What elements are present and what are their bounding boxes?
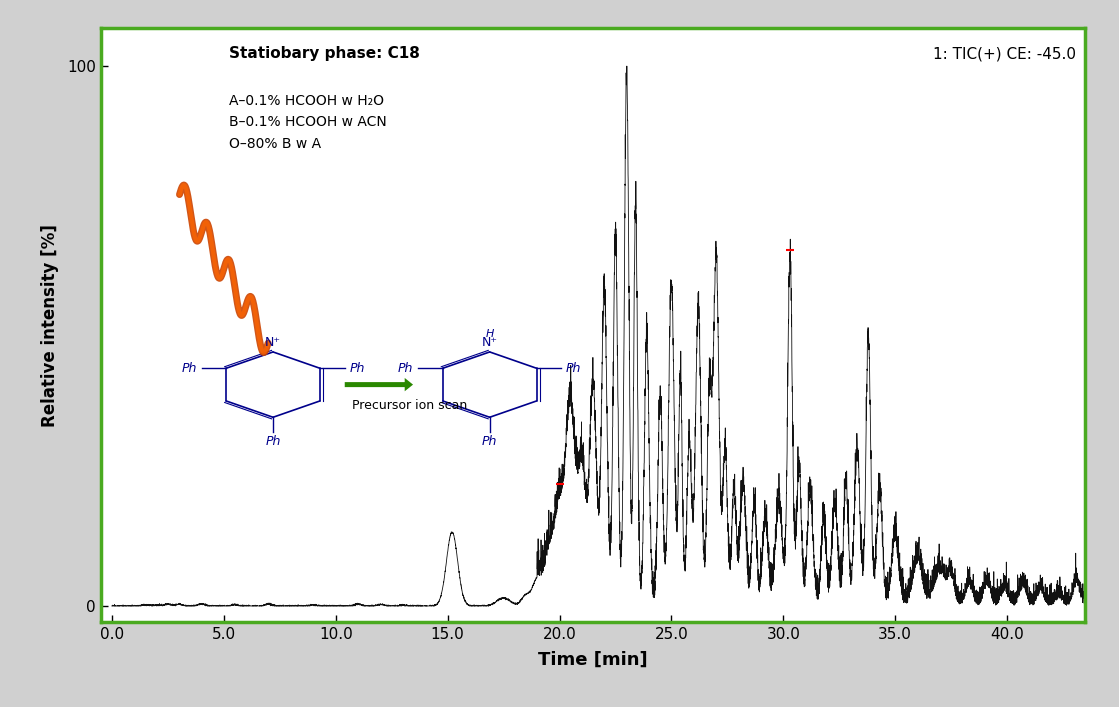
Text: H: H [486,329,493,339]
Text: Ph: Ph [566,362,582,375]
Y-axis label: Relative intensity [%]: Relative intensity [%] [40,224,58,426]
X-axis label: Time [min]: Time [min] [538,650,648,668]
Text: Statiobary phase: C18: Statiobary phase: C18 [228,46,420,61]
Text: Ph: Ph [349,362,365,375]
Text: Precursor ion scan: Precursor ion scan [351,399,467,412]
Text: Ph: Ph [398,362,413,375]
Text: Ph: Ph [181,362,197,375]
Text: Ph: Ph [482,435,497,448]
Text: Ph: Ph [265,435,281,448]
Text: A–0.1% HCOOH w H₂O
B–0.1% HCOOH w ACN
O–80% B w A: A–0.1% HCOOH w H₂O B–0.1% HCOOH w ACN O–… [228,93,386,151]
Text: N⁺: N⁺ [481,336,498,349]
Text: 1: TIC(+) CE: -45.0: 1: TIC(+) CE: -45.0 [932,46,1075,61]
Text: N⁺: N⁺ [265,336,281,349]
